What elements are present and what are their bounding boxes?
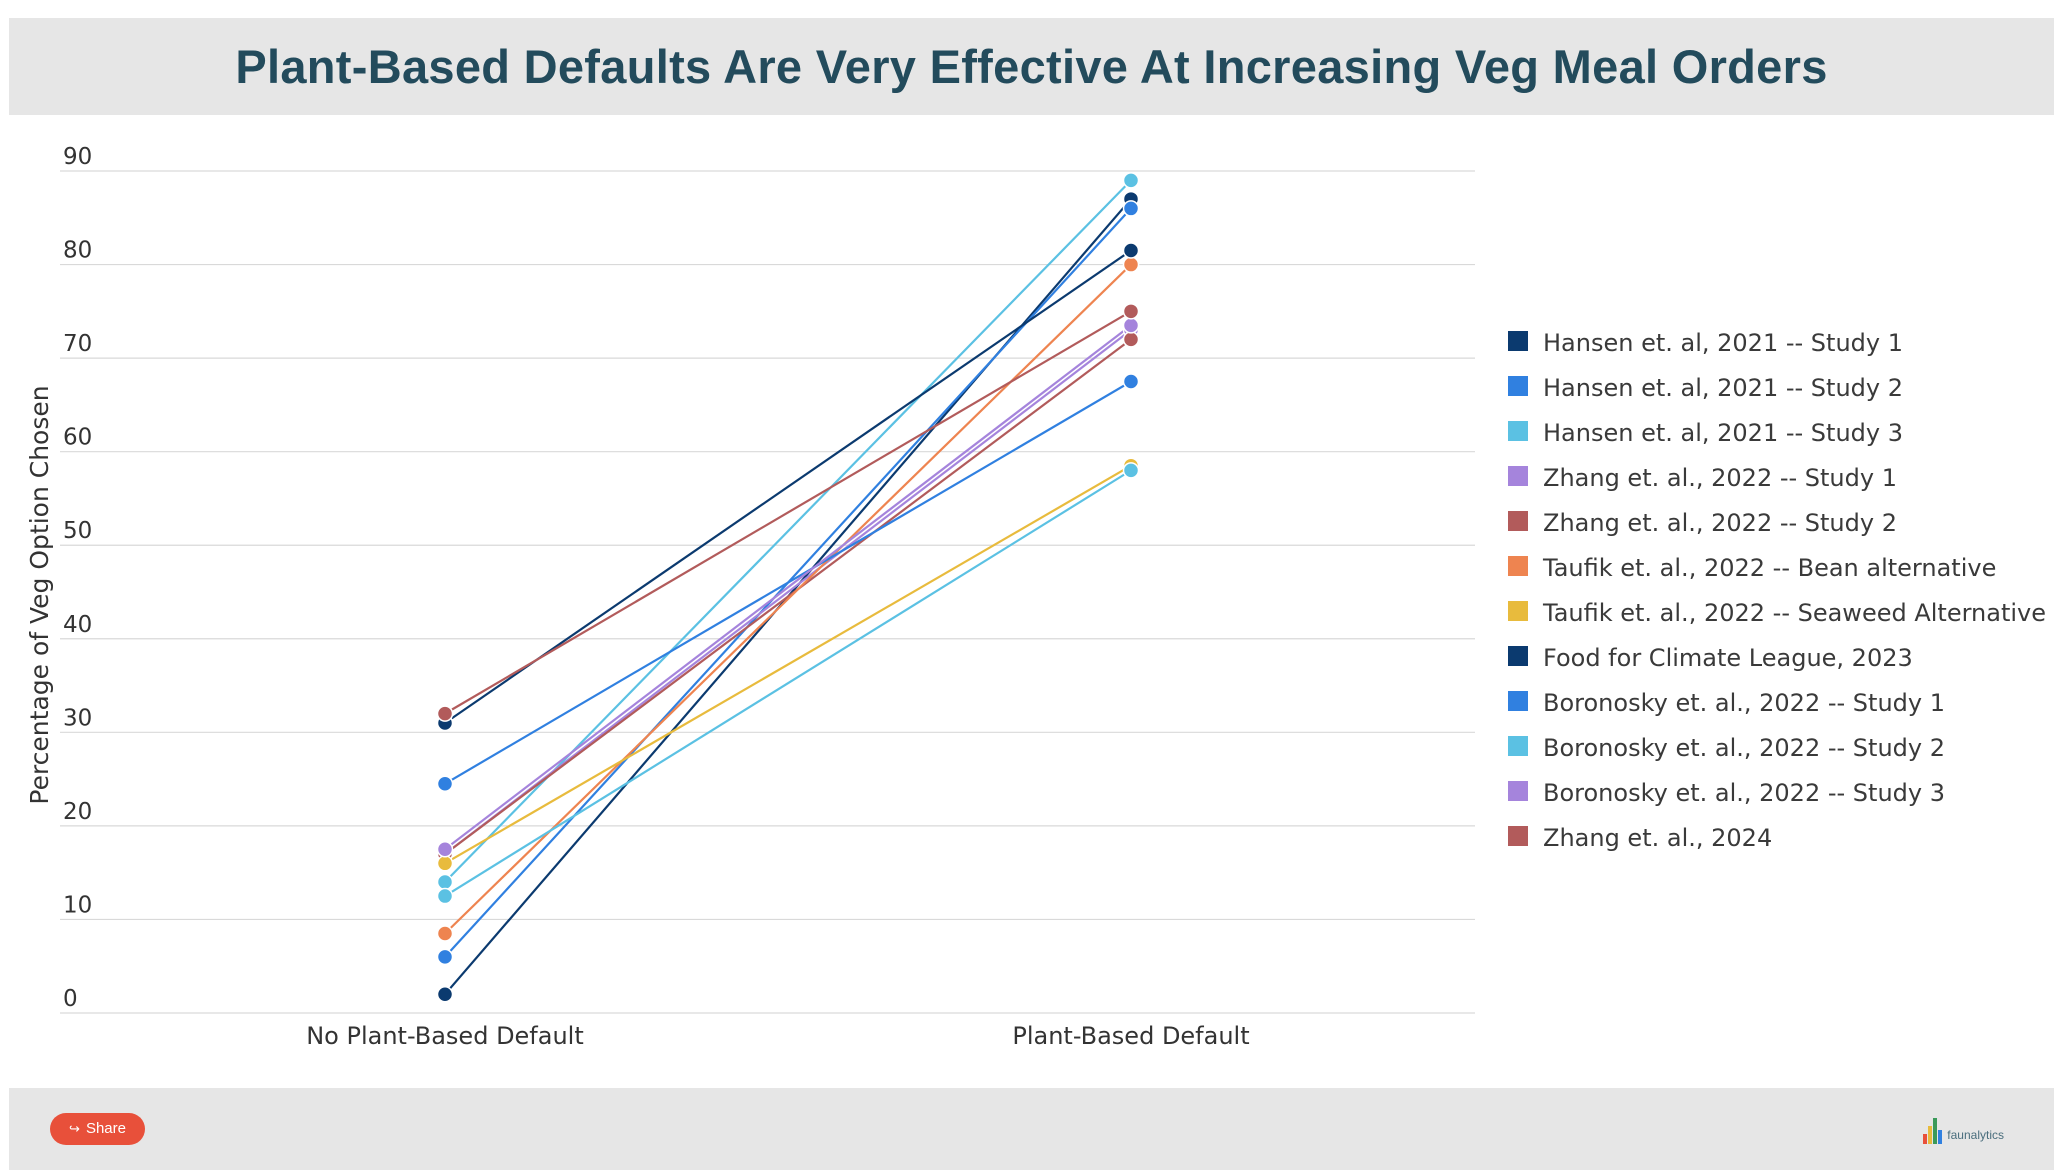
legend-item[interactable]: Taufik et. al., 2022 -- Bean alternative	[1508, 554, 1996, 582]
data-point-s9-2[interactable]	[1122, 373, 1140, 390]
y-tick-label: 70	[63, 331, 92, 357]
data-point-s5-2[interactable]	[1122, 331, 1140, 348]
x-category-label: Plant-Based Default	[1012, 1022, 1249, 1050]
legend-label: Hansen et. al, 2021 -- Study 3	[1543, 419, 1903, 447]
data-point-s9-1[interactable]	[436, 775, 454, 793]
data-point-s12-2[interactable]	[1122, 303, 1140, 320]
series-line-4	[444, 329, 1132, 855]
y-tick-label: 40	[63, 612, 92, 638]
x-axis-categories: No Plant-Based Default Plant-Based Defaul…	[306, 1022, 1249, 1050]
series-points	[436, 172, 1140, 1003]
chart-footer: ↪ Share faunalytics	[9, 1088, 2054, 1170]
series-line-8	[444, 249, 1132, 724]
data-point-s1-1[interactable]	[436, 986, 454, 1003]
data-point-s6-2[interactable]	[1122, 256, 1140, 273]
data-point-s3-1[interactable]	[436, 873, 454, 891]
x-category-label: No Plant-Based Default	[306, 1022, 584, 1050]
legend-label: Boronosky et. al., 2022 -- Study 1	[1543, 689, 1945, 717]
legend-swatch	[1508, 421, 1528, 441]
logo-bar	[1923, 1134, 1928, 1144]
y-tick-label: 90	[63, 144, 92, 170]
data-point-s7-1[interactable]	[436, 855, 454, 872]
legend-swatch	[1508, 331, 1528, 351]
legend-label: Taufik et. al., 2022 -- Seaweed Alternat…	[1542, 599, 2046, 627]
share-button-label: Share	[85, 1120, 126, 1137]
y-tick-label: 60	[63, 425, 92, 451]
legend-label: Zhang et. al., 2024	[1543, 824, 1772, 852]
data-point-s8-2[interactable]	[1122, 242, 1140, 259]
data-point-s2-1[interactable]	[436, 948, 454, 966]
legend-label: Zhang et. al., 2022 -- Study 1	[1543, 464, 1897, 492]
data-point-s12-1[interactable]	[436, 705, 454, 722]
data-point-s10-2[interactable]	[1122, 462, 1140, 479]
legend-label: Zhang et. al., 2022 -- Study 2	[1543, 509, 1897, 537]
data-point-s2-2[interactable]	[1122, 200, 1140, 217]
legend-item[interactable]: Boronosky et. al., 2022 -- Study 3	[1508, 779, 1945, 807]
legend-item[interactable]: Boronosky et. al., 2022 -- Study 1	[1508, 689, 1945, 717]
y-tick-label: 80	[63, 238, 92, 264]
series-line-7	[444, 464, 1132, 865]
data-point-s11-2[interactable]	[1122, 317, 1140, 334]
data-point-s10-1[interactable]	[436, 887, 454, 905]
legend-item[interactable]: Hansen et. al, 2021 -- Study 3	[1508, 419, 1903, 447]
legend-swatch	[1508, 466, 1528, 486]
gridlines	[60, 170, 1475, 1014]
series-line-10	[444, 469, 1132, 897]
legend-item[interactable]: Taufik et. al., 2022 -- Seaweed Alternat…	[1508, 599, 2046, 627]
faunalytics-logo: faunalytics	[1923, 1114, 2004, 1144]
legend-label: Food for Climate League, 2023	[1543, 644, 1913, 672]
legend-swatch	[1508, 646, 1528, 666]
legend-item[interactable]: Boronosky et. al., 2022 -- Study 2	[1508, 734, 1945, 762]
data-point-s6-1[interactable]	[436, 925, 454, 942]
legend-item[interactable]: Food for Climate League, 2023	[1508, 644, 1913, 672]
legend-item[interactable]: Hansen et. al, 2021 -- Study 1	[1508, 329, 1903, 357]
logo-bars-icon	[1923, 1118, 1943, 1144]
y-tick-label: 10	[63, 892, 92, 918]
chart-header: Plant-Based Defaults Are Very Effective …	[9, 18, 2054, 115]
legend-item[interactable]: Zhang et. al., 2022 -- Study 2	[1508, 509, 1897, 537]
series-line-3	[444, 179, 1132, 883]
legend-swatch	[1508, 601, 1528, 621]
share-button[interactable]: ↪ Share	[50, 1113, 145, 1145]
legend-swatch	[1508, 376, 1528, 396]
series-line-6	[444, 263, 1132, 935]
logo-bar	[1938, 1130, 1943, 1144]
y-tick-label: 20	[63, 799, 92, 825]
legend-item[interactable]: Hansen et. al, 2021 -- Study 2	[1508, 374, 1903, 402]
legend-swatch	[1508, 736, 1528, 756]
data-point-s3-2[interactable]	[1122, 172, 1140, 189]
y-tick-label: 30	[63, 705, 92, 731]
legend-swatch	[1508, 691, 1528, 711]
chart-title: Plant-Based Defaults Are Very Effective …	[235, 40, 1828, 93]
y-tick-label: 0	[63, 986, 78, 1012]
share-icon: ↪	[69, 1121, 80, 1136]
legend-label: Boronosky et. al., 2022 -- Study 3	[1543, 779, 1945, 807]
y-axis-ticks: 0 10 20 30 40 50 60 70 80 90	[63, 144, 92, 1012]
legend-label: Hansen et. al, 2021 -- Study 2	[1543, 374, 1903, 402]
legend-swatch	[1508, 511, 1528, 531]
legend: Hansen et. al, 2021 -- Study 1 Hansen et.…	[1508, 329, 2046, 852]
legend-item[interactable]: Zhang et. al., 2024	[1508, 824, 1772, 852]
logo-bar	[1928, 1126, 1933, 1144]
logo-bar	[1933, 1118, 1938, 1144]
legend-swatch	[1508, 781, 1528, 801]
logo-text: faunalytics	[1947, 1128, 2004, 1142]
y-tick-label: 50	[63, 518, 92, 544]
series-line-5	[444, 338, 1132, 855]
legend-item[interactable]: Zhang et. al., 2022 -- Study 1	[1508, 464, 1897, 492]
legend-swatch	[1508, 826, 1528, 846]
legend-swatch	[1508, 556, 1528, 576]
series-lines	[444, 179, 1132, 996]
legend-label: Boronosky et. al., 2022 -- Study 2	[1543, 734, 1945, 762]
series-line-12	[444, 310, 1132, 715]
line-chart: 0 10 20 30 40 50 60 70 80 90 No Plant-Based Defau…	[25, 144, 2046, 1050]
series-line-9	[444, 380, 1132, 785]
legend-label: Hansen et. al, 2021 -- Study 1	[1543, 329, 1903, 357]
series-line-11	[444, 324, 1132, 851]
y-axis-title: Percentage of Veg Option Chosen	[25, 385, 54, 804]
data-point-s11-1[interactable]	[436, 841, 454, 858]
legend-label: Taufik et. al., 2022 -- Bean alternative	[1542, 554, 1996, 582]
